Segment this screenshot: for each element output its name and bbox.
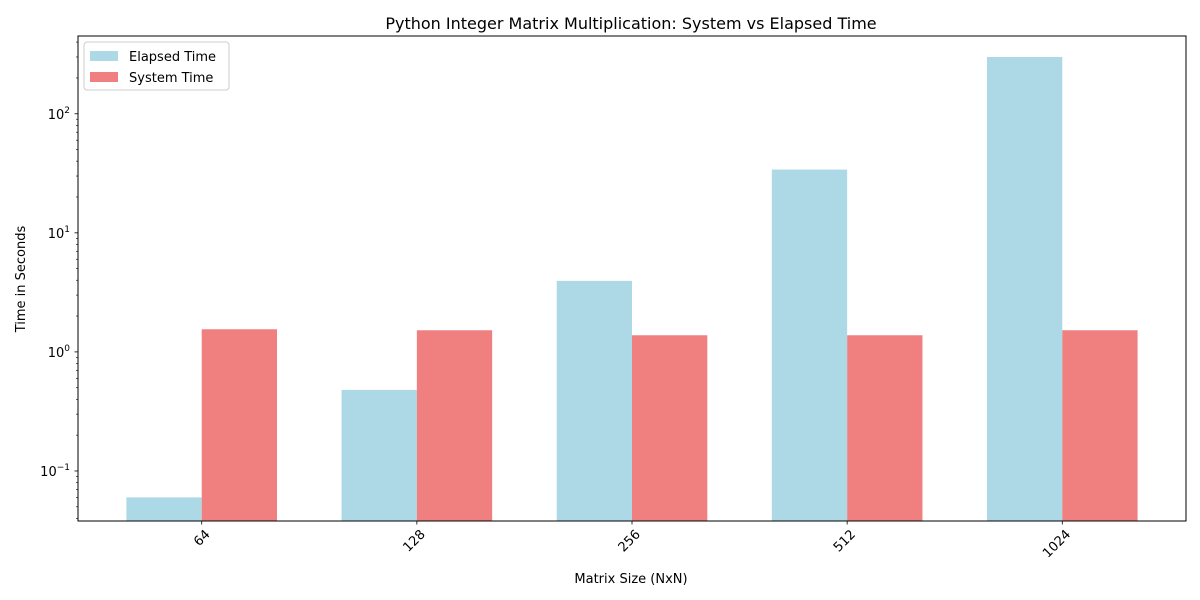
legend: Elapsed Time System Time [83,41,230,91]
bar-system-512 [847,335,923,521]
bar-system-128 [416,330,493,521]
legend-swatch-elapsed [90,51,118,61]
x-axis-label: Matrix Size (NxN) [574,572,687,587]
y-axis-ticks: 10−1 100 101 102 [40,41,78,519]
legend-label-elapsed: Elapsed Time [129,50,216,65]
legend-label-system: System Time [129,71,213,86]
bars-group [126,56,1138,521]
bar-elapsed-128 [341,389,417,521]
y-tick-label: 10−1 [40,463,70,480]
y-tick-label: 100 [48,344,71,361]
bar-elapsed-512 [771,169,848,521]
bar-system-1024 [1062,330,1138,521]
y-tick-label: 101 [48,225,70,242]
legend-swatch-system [90,72,118,82]
bar-elapsed-64 [126,497,202,521]
chart-title: Python Integer Matrix Multiplication: Sy… [385,14,876,33]
legend-frame [83,41,230,91]
bar-elapsed-256 [556,280,632,521]
bar-system-64 [201,329,278,521]
y-axis-label: Time in Seconds [14,226,29,334]
bar-system-256 [632,335,708,521]
y-tick-label: 102 [48,106,70,123]
bar-elapsed-1024 [986,56,1063,521]
